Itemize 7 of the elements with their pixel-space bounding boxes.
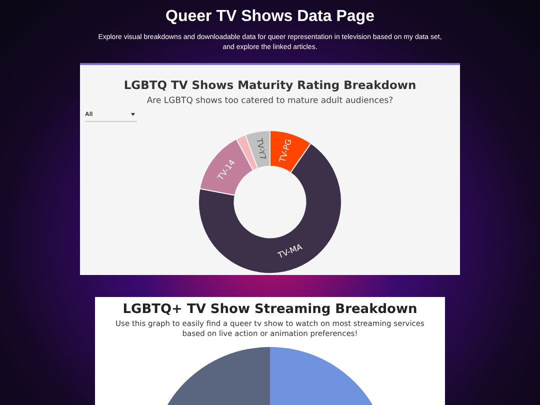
text: LGBTQ+ TV Show Streaming Breakdown bbox=[122, 302, 418, 317]
text: Queer TV Shows Data Page bbox=[164, 8, 376, 26]
chart-title: LGBTQ TV Shows Maturity Rating Breakdown bbox=[122, 78, 418, 92]
chart-subtitle: Are LGBTQ shows too catered to mature adult audiences? bbox=[146, 96, 394, 106]
slice-label: TV-Y7 bbox=[254, 136, 268, 161]
slice-label: TV-MA bbox=[276, 242, 304, 261]
slice-label: TV-PG bbox=[278, 138, 294, 164]
